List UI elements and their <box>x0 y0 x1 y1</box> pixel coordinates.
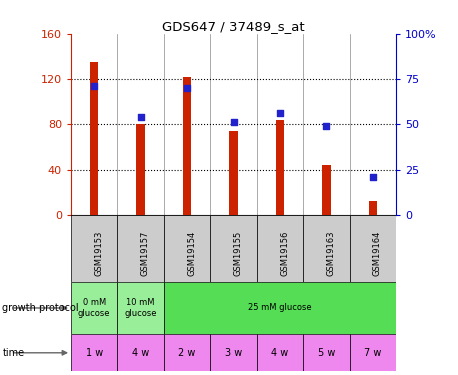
Text: 5 w: 5 w <box>318 348 335 358</box>
Bar <box>164 334 210 371</box>
Bar <box>164 282 396 334</box>
Bar <box>322 165 331 215</box>
Bar <box>303 334 350 371</box>
Text: GSM19163: GSM19163 <box>327 231 336 276</box>
Point <box>276 110 284 116</box>
Text: 10 mM
glucose: 10 mM glucose <box>125 298 157 318</box>
Text: 7 w: 7 w <box>364 348 382 358</box>
Point <box>137 114 144 120</box>
Point <box>230 120 237 126</box>
Bar <box>71 334 117 371</box>
Point <box>91 83 98 89</box>
Bar <box>117 215 164 282</box>
Bar <box>210 334 257 371</box>
Bar <box>276 120 284 215</box>
Text: GSM19156: GSM19156 <box>280 231 289 276</box>
Point <box>369 174 376 180</box>
Bar <box>350 334 396 371</box>
Text: GSM19154: GSM19154 <box>187 231 196 276</box>
Text: 4 w: 4 w <box>272 348 289 358</box>
Text: GSM19157: GSM19157 <box>141 231 150 276</box>
Bar <box>350 215 396 282</box>
Point <box>184 85 191 91</box>
Text: GSM19155: GSM19155 <box>234 231 243 276</box>
Bar <box>117 334 164 371</box>
Text: 25 mM glucose: 25 mM glucose <box>248 303 312 312</box>
Bar <box>71 282 117 334</box>
Point <box>323 123 330 129</box>
Bar <box>210 215 257 282</box>
Bar <box>117 282 164 334</box>
Bar <box>257 215 303 282</box>
Text: 1 w: 1 w <box>86 348 103 358</box>
Bar <box>303 215 350 282</box>
Bar <box>71 215 117 282</box>
Text: 2 w: 2 w <box>179 348 196 358</box>
Bar <box>183 77 191 215</box>
Text: 3 w: 3 w <box>225 348 242 358</box>
Bar <box>257 334 303 371</box>
Bar <box>136 124 145 215</box>
Bar <box>369 201 377 215</box>
Bar <box>229 131 238 215</box>
Text: 4 w: 4 w <box>132 348 149 358</box>
Text: GSM19164: GSM19164 <box>373 231 382 276</box>
Text: 0 mM
glucose: 0 mM glucose <box>78 298 110 318</box>
Title: GDS647 / 37489_s_at: GDS647 / 37489_s_at <box>162 20 305 33</box>
Bar <box>90 62 98 215</box>
Bar <box>164 215 210 282</box>
Text: GSM19153: GSM19153 <box>94 231 103 276</box>
Text: time: time <box>2 348 24 358</box>
Text: growth protocol: growth protocol <box>2 303 79 313</box>
